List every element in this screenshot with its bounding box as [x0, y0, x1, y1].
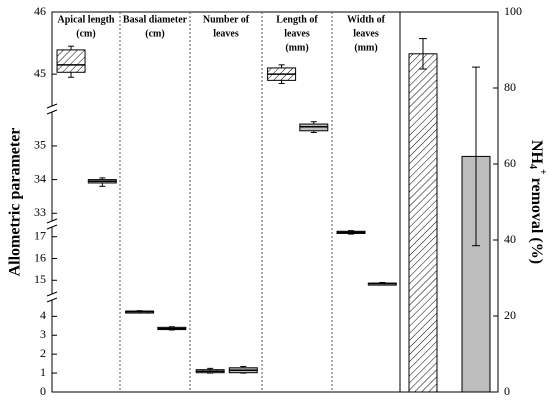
- y-tick-label: 16: [34, 250, 46, 264]
- y-axis-label: Allometric parameter: [7, 128, 24, 277]
- y-tick-label: 0: [40, 384, 46, 398]
- y-tick-label: 4: [40, 308, 46, 322]
- axis-break: [46, 224, 58, 230]
- y-tick-label: 35: [34, 138, 46, 152]
- panel-title: (cm): [76, 28, 95, 39]
- panel-title: leaves: [213, 28, 239, 39]
- y-tick-label: 34: [34, 171, 46, 185]
- y-tick-label: 2: [40, 346, 46, 360]
- y2-label-sup: +: [537, 169, 548, 175]
- panel-title: (cm): [145, 28, 164, 39]
- y-tick-label: 46: [34, 4, 46, 18]
- y2-label-main: NH: [528, 140, 545, 165]
- panel-title: leaves: [353, 28, 379, 39]
- panel-title: leaves: [284, 28, 310, 39]
- axis-break-gap: [48, 294, 56, 300]
- bar: [408, 53, 438, 393]
- y2-label-sub: 4: [527, 164, 538, 169]
- y2-tick-label: 20: [504, 308, 516, 322]
- y-tick-label: 17: [34, 228, 46, 242]
- y2-label-rest: removal (%): [528, 178, 545, 264]
- y-tick-label: 45: [34, 66, 46, 80]
- y-tick-label: 15: [34, 272, 46, 286]
- axis-break: [46, 218, 58, 224]
- axis-break: [46, 297, 58, 303]
- y2-tick-label: 40: [504, 232, 516, 246]
- y2-tick-label: 100: [504, 4, 522, 18]
- plot-frame: [51, 11, 499, 393]
- panel-title: Apical length: [58, 14, 115, 25]
- panel-title: (mm): [354, 42, 377, 53]
- panel-title: Width of: [347, 14, 386, 25]
- axis-break-gap: [48, 106, 56, 112]
- axis-break: [46, 109, 58, 115]
- axis-break-gap: [48, 221, 56, 227]
- panel-title: Length of: [276, 14, 318, 25]
- y-tick-label: 3: [40, 327, 46, 341]
- y2-tick-label: 0: [504, 384, 510, 398]
- y-tick-label: 33: [34, 205, 46, 219]
- y2-axis-label: NH4+ removal (%): [527, 140, 548, 264]
- panel-title: Number of: [203, 14, 250, 25]
- axis-break: [46, 103, 58, 109]
- y2-tick-label: 60: [504, 156, 516, 170]
- box: [56, 49, 86, 73]
- y-tick-label: 1: [40, 365, 46, 379]
- y2-tick-label: 80: [504, 80, 516, 94]
- panel-title: Basal diameter: [123, 14, 188, 25]
- panel-title: (mm): [285, 42, 308, 53]
- axis-break: [46, 291, 58, 297]
